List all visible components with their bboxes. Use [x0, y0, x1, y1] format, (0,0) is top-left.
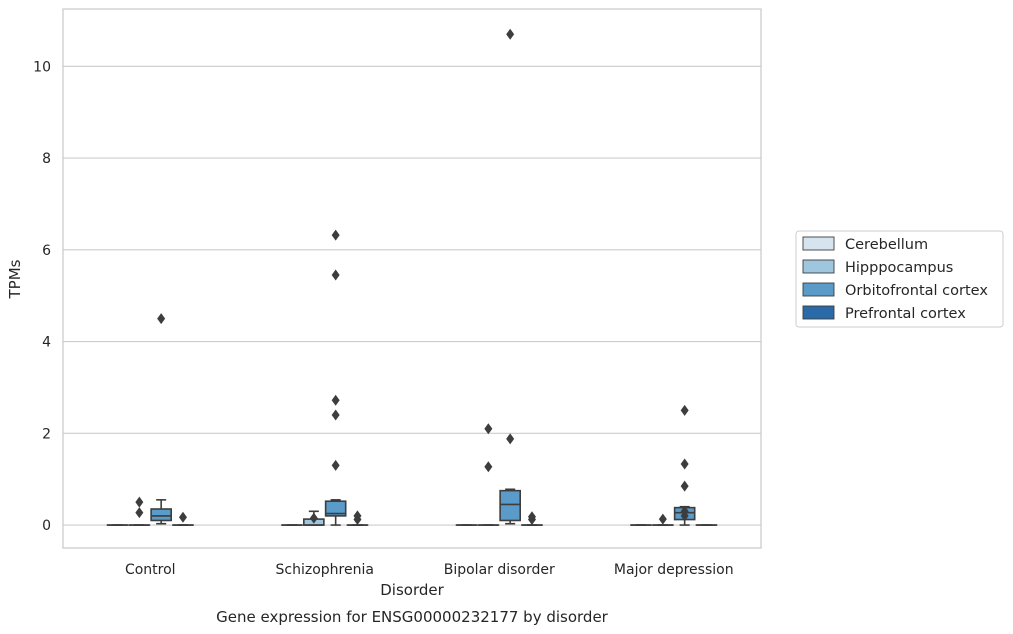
- x-tick-label: Major depression: [614, 562, 734, 578]
- x-tick-label: Bipolar disorder: [444, 562, 555, 578]
- outlier-point: [484, 423, 493, 435]
- outlier-point: [506, 28, 515, 40]
- legend-label: Cerebellum: [845, 237, 928, 253]
- outlier-point: [680, 480, 689, 492]
- legend-label: Hipppocampus: [845, 260, 953, 276]
- y-tick-labels: 0 2 4 6 8 10: [33, 59, 51, 534]
- plot-frame: [62, 8, 762, 549]
- box-series-group: [106, 28, 718, 526]
- legend-swatch: [802, 236, 835, 251]
- x-tick-label: Control: [125, 562, 176, 578]
- outlier-point: [331, 394, 340, 406]
- legend-swatch: [802, 282, 835, 297]
- box-iqr: [499, 489, 521, 522]
- box-iqr: [150, 508, 172, 522]
- x-tick-label: Schizophrenia: [276, 562, 374, 578]
- outlier-point: [309, 512, 318, 524]
- outlier-point: [680, 458, 689, 470]
- outlier-point: [680, 404, 689, 416]
- legend-label: Prefrontal cortex: [845, 306, 966, 322]
- outlier-point: [353, 510, 362, 522]
- x-tick-labels: Control Schizophrenia Bipolar disorder Majo…: [125, 562, 734, 578]
- legend-label: Orbitofrontal cortex: [845, 283, 988, 299]
- outlier-point: [484, 461, 493, 473]
- outlier-point: [680, 505, 689, 517]
- outlier-point: [331, 229, 340, 241]
- y-axis-label: TPMs: [6, 259, 24, 299]
- outlier-point: [331, 269, 340, 281]
- box-series: [172, 510, 718, 526]
- outlier-point: [658, 513, 667, 525]
- y-tick-label: 8: [42, 151, 51, 167]
- legend: Cerebellum Hipppocampus Orbitofrontal cort…: [795, 230, 1004, 328]
- legend-frame: [795, 230, 1004, 328]
- box-iqr: [324, 500, 347, 517]
- outlier-point: [135, 507, 144, 519]
- y-tick-label: 0: [42, 518, 51, 534]
- y-tick-label: 6: [42, 243, 51, 259]
- outlier-point: [527, 511, 536, 523]
- y-tick-label: 10: [33, 59, 51, 75]
- extra-outliers: [680, 505, 689, 522]
- outlier-point: [178, 511, 187, 523]
- y-tick-label: 4: [42, 335, 51, 351]
- outlier-point: [157, 313, 166, 325]
- legend-swatch: [802, 305, 835, 320]
- outlier-point: [331, 409, 340, 421]
- chart-caption: Gene expression for ENSG00000232177 by d…: [216, 608, 609, 626]
- outlier-point: [135, 496, 144, 508]
- y-tick-label: 2: [42, 426, 51, 442]
- legend-swatch: [802, 259, 835, 274]
- box-series: [128, 423, 674, 526]
- outlier-point: [331, 459, 340, 471]
- x-axis-label: Disorder: [380, 581, 444, 599]
- outlier-point: [506, 433, 515, 445]
